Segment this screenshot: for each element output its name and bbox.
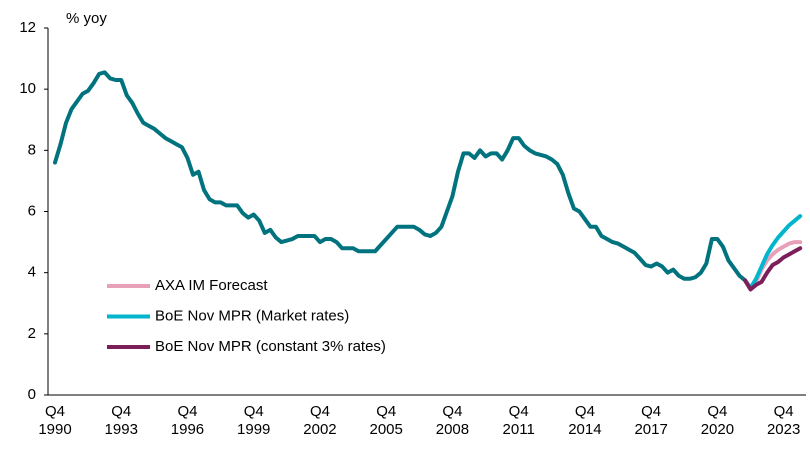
legend-label: BoE Nov MPR (constant 3% rates)	[155, 338, 386, 355]
x-tick-label: Q4 2011	[503, 403, 535, 438]
y-tick-label: 6	[28, 202, 36, 219]
x-tick-label: Q4 2014	[568, 403, 601, 438]
x-tick-label: Q4 2020	[701, 403, 734, 438]
legend-label: BoE Nov MPR (Market rates)	[155, 307, 349, 324]
y-tick-label: 10	[19, 80, 36, 97]
y-tick-label: 0	[28, 386, 36, 403]
x-tick-label: Q4 1999	[237, 403, 270, 438]
x-tick-label: Q4 1993	[105, 403, 138, 438]
x-tick-label: Q4 2017	[634, 403, 667, 438]
x-tick-label: Q4 1996	[171, 403, 204, 438]
x-tick-label: Q4 1990	[38, 403, 71, 438]
y-tick-label: 8	[28, 141, 36, 158]
x-tick-label: Q4 2023	[767, 403, 800, 438]
y-tick-label: 4	[28, 264, 36, 281]
series-line	[53, 70, 747, 283]
legend-label: AXA IM Forecast	[155, 277, 268, 294]
y-axis-label: % yoy	[66, 10, 107, 27]
series-line	[743, 246, 803, 292]
series-line	[743, 214, 803, 290]
x-tick-label: Q4 2002	[303, 403, 336, 438]
y-tick-label: 12	[19, 19, 36, 36]
x-tick-label: Q4 2008	[436, 403, 469, 438]
x-tick-label: Q4 2005	[370, 403, 403, 438]
y-tick-label: 2	[28, 325, 36, 342]
